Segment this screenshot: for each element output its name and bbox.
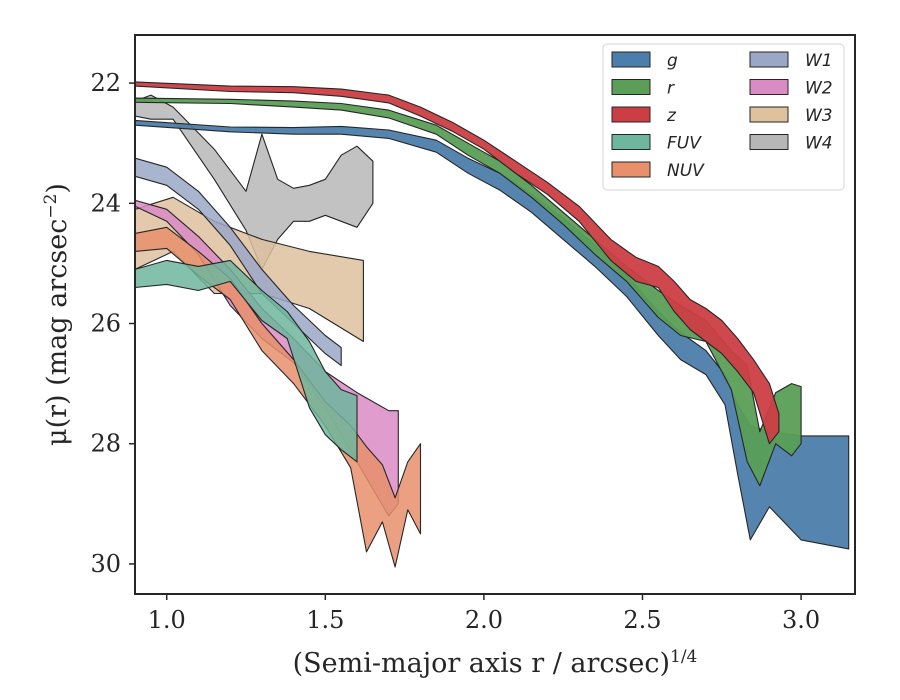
x-tick-label: 2.0 [465,606,503,634]
y-tick-label: 22 [90,69,121,97]
legend-label-w4: W4 [805,134,833,154]
legend-label-nuv: NUV [667,161,705,181]
y-tick-label: 30 [90,550,121,578]
x-tick-label: 2.5 [623,606,661,634]
y-axis-label: μ(r) (mag arcsec−2) [41,183,73,446]
series-band-nuv [135,226,422,568]
y-axis-label-exponent: −2 [41,194,61,219]
legend-swatch-w1 [749,51,789,68]
legend-swatch-fuv [611,134,651,150]
legend-label-r: r [667,79,675,99]
legend-label-z: z [666,106,677,126]
y-tick-label: 26 [90,310,121,338]
legend-label-fuv: FUV [667,134,702,154]
x-axis-label: (Semi-major axis r / arcsec)1/4 [293,647,698,679]
x-tick-label: 1.0 [148,606,186,634]
x-tick-label: 3.0 [782,606,820,634]
legend-label-w3: W3 [805,106,833,126]
ticks-layer: 1.0 1.5 2.0 2.5 3.0 22 24 26 28 30 [90,69,820,634]
legend: grz FUV NUV W1 W2 W3 W4 [602,43,845,191]
plot-frame [134,34,856,595]
x-tick-label: 1.5 [306,606,344,634]
series-band-z [135,81,780,445]
legend-swatch-z [611,106,651,123]
y-axis-label-text: μ(r) (mag arcsec [42,219,73,446]
y-tick-label: 28 [90,430,121,458]
legend-swatch-nuv [611,161,651,178]
legend-swatch-w4 [749,134,789,150]
series-band-w4 [135,94,374,270]
legend-label-g: g [667,51,678,71]
legend-label-w1: W1 [805,51,833,71]
legend-swatch-w2 [749,79,789,95]
legend-swatch-w3 [749,106,789,123]
series-band-fuv [135,259,358,463]
y-axis-label-close: ) [42,183,73,194]
x-axis-label-text: (Semi-major axis r / arcsec) [293,648,670,679]
legend-swatch-r [611,79,651,95]
series-layer [135,81,850,568]
y-tick-label: 24 [90,189,121,217]
legend-label-w2: W2 [805,79,833,99]
x-axis-label-exponent: 1/4 [670,647,697,667]
series-band-w1 [135,157,342,367]
legend-swatch-g [611,51,651,68]
